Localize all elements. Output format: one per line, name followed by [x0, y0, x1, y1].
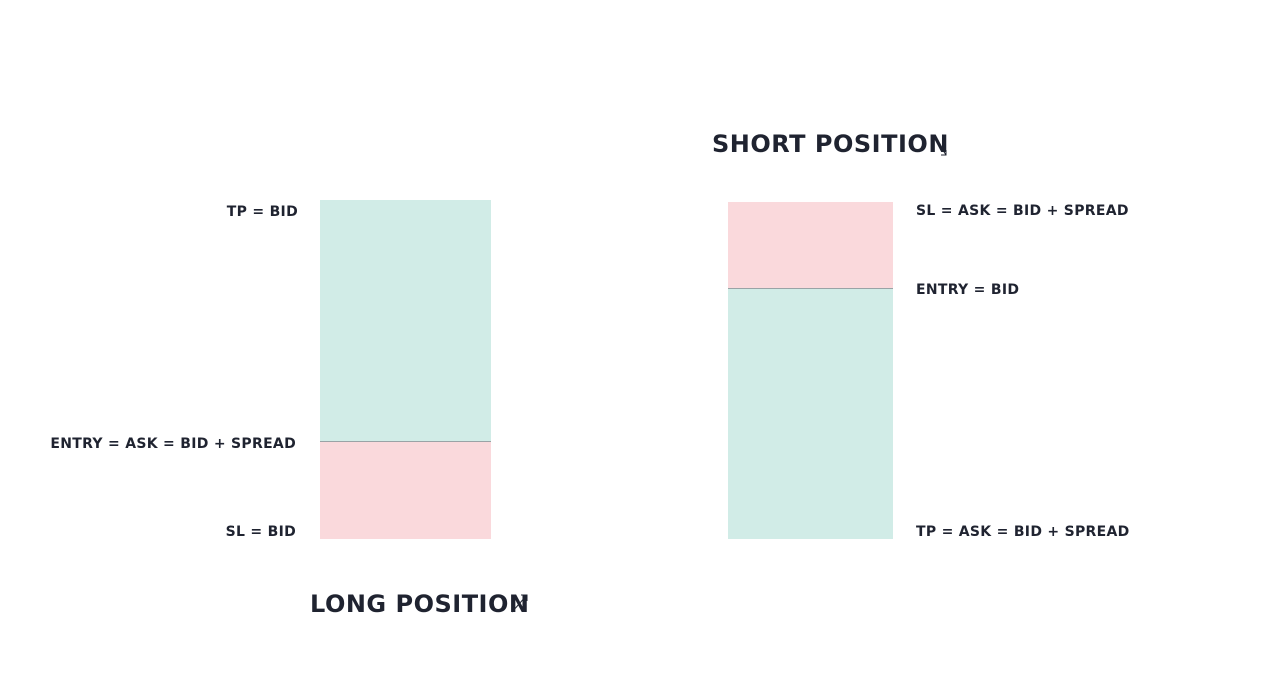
short-entry-label: ENTRY = BID: [916, 282, 1020, 298]
short-tp-label: TP = ASK = BID + SPREAD: [916, 524, 1130, 540]
arrow-down-right-icon: [933, 135, 947, 156]
short-loss-zone: [728, 202, 893, 288]
short-position-title: SHORT POSITION: [712, 130, 949, 158]
short-profit-zone: [728, 289, 893, 539]
long-position-title: LONG POSITION: [310, 590, 530, 618]
long-loss-zone: [320, 442, 491, 539]
short-sl-label: SL = ASK = BID + SPREAD: [916, 203, 1129, 219]
long-tp-label: TP = BID: [226, 204, 298, 220]
long-profit-zone: [320, 200, 491, 442]
long-sl-label: SL = BID: [225, 524, 296, 540]
long-entry-line: [320, 441, 491, 442]
short-entry-line: [728, 288, 893, 289]
long-entry-label: ENTRY = ASK = BID + SPREAD: [50, 436, 296, 452]
arrow-up-right-icon: [511, 594, 528, 613]
